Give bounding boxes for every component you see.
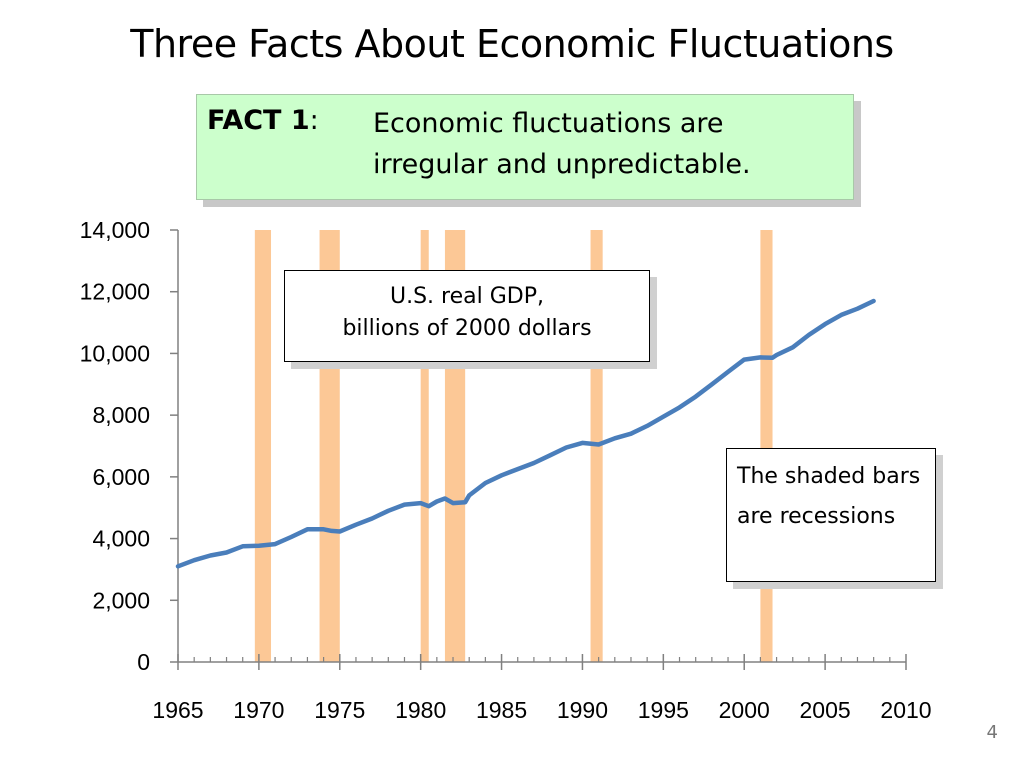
recession-bar-2 [420, 230, 429, 662]
gdp-callout-line1: U.S. real GDP, [390, 284, 544, 309]
gdp-series [175, 298, 876, 569]
x-tick-label-0: 1965 [152, 697, 203, 723]
recession-bar-5 [760, 230, 773, 662]
x-tick-label-4: 1985 [476, 697, 527, 723]
gdp-callout: U.S. real GDP, billions of 2000 dollars [284, 270, 650, 362]
y-tick-label-5: 10,000 [80, 340, 150, 366]
fact-label-colon: : [309, 105, 319, 136]
chart-axes: 0 2,000 4,000 6,000 8,000 10,000 12,000 14,000 1… [80, 217, 932, 723]
x-tick-label-5: 1990 [557, 697, 608, 723]
y-tick-label-6: 12,000 [80, 279, 150, 305]
fact-label-bold: FACT 1 [207, 105, 310, 136]
y-tick-label-0: 0 [137, 649, 150, 675]
fact-text: Economic fluctuations are irregular and … [373, 108, 751, 180]
page-number: 4 [986, 722, 998, 743]
x-tick-label-1: 1970 [233, 697, 284, 723]
y-tick-label-3: 6,000 [92, 464, 150, 490]
gdp-callout-line2: billions of 2000 dollars [342, 316, 592, 341]
slide-title: Three Facts About Economic Fluctuations [130, 22, 894, 66]
y-tick-label-2: 4,000 [92, 526, 150, 552]
recession-callout: The shaded bars are recessions [726, 448, 936, 582]
fact-label: FACT 1: [207, 105, 319, 136]
gdp-line [175, 298, 876, 569]
y-tick-label-1: 2,000 [92, 587, 150, 613]
x-tick-label-8: 2005 [800, 697, 851, 723]
x-tick-label-2: 1975 [314, 697, 365, 723]
x-tick-label-6: 1995 [638, 697, 689, 723]
fact-box: FACT 1: Economic fluctuations are irregu… [196, 94, 854, 200]
recession-bar-0 [254, 230, 272, 662]
x-tick-label-9: 2010 [880, 697, 931, 723]
y-tick-label-4: 8,000 [92, 402, 150, 428]
x-tick-label-7: 2000 [719, 697, 770, 723]
y-tick-label-7: 14,000 [80, 217, 150, 243]
x-tick-label-3: 1980 [395, 697, 446, 723]
